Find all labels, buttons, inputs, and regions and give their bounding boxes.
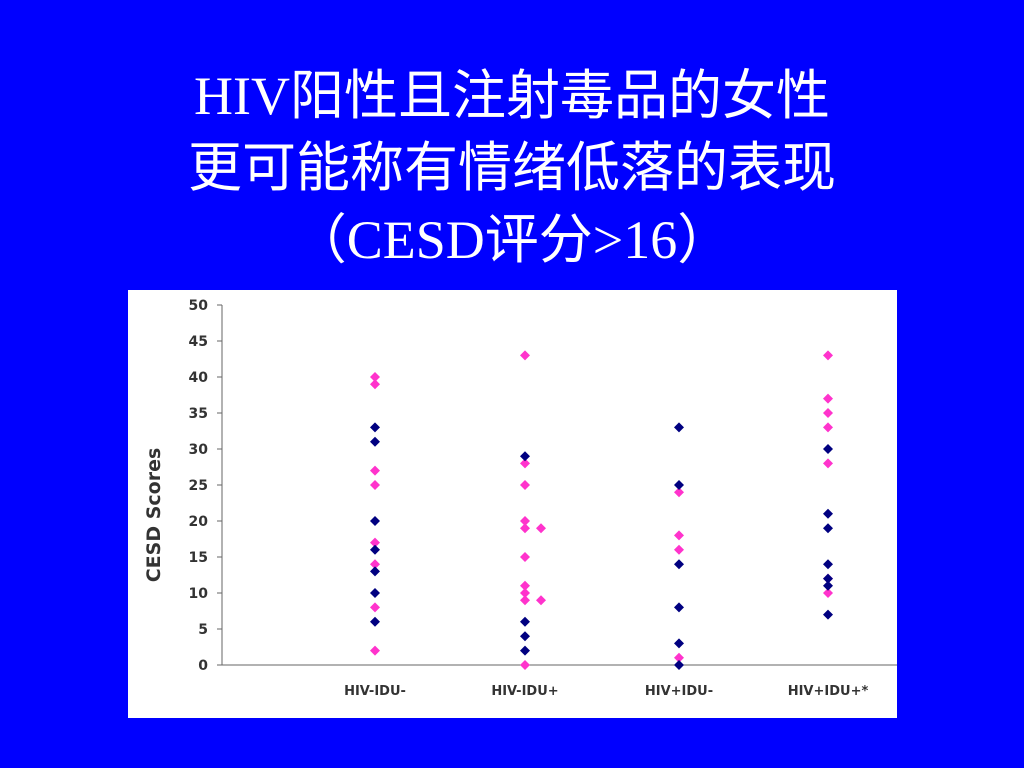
y-axis-label: CESD Scores (143, 448, 165, 583)
chart-panel: CESD Scores 0 5 10 15 20 25 30 35 40 45 50 HIV-IDU… (128, 290, 897, 718)
data-point-pink (536, 523, 546, 534)
data-point-pink (520, 516, 530, 526)
data-point-pink (520, 458, 530, 469)
data-point-navy (674, 660, 684, 670)
data-point-pink (674, 530, 684, 541)
data-point-navy (823, 523, 833, 534)
data-point-pink (674, 652, 684, 663)
slide-title: HIV阳性且注射毒品的女性 更可能称有情绪低落的表现 （CESD评分>16） (0, 60, 1024, 276)
y-tick-label: 15 (189, 550, 208, 566)
data-point-pink (520, 588, 530, 598)
data-point-navy (520, 451, 530, 462)
data-point-navy (823, 609, 833, 620)
data-point-navy (674, 638, 684, 649)
data-point-navy (823, 580, 833, 591)
data-point-pink (536, 595, 546, 606)
data-point-pink (370, 645, 380, 656)
x-category-label: HIV+IDU- (645, 684, 713, 699)
y-tick-label: 25 (189, 478, 208, 494)
y-tick-label: 5 (198, 622, 208, 638)
x-category-labels: HIV-IDU- HIV-IDU+ HIV+IDU- HIV+IDU+* (344, 684, 868, 699)
y-tick-label: 30 (189, 442, 209, 458)
title-line-2: 更可能称有情绪低落的表现 (188, 138, 836, 198)
x-category-label: HIV-IDU- (344, 684, 406, 699)
data-point-pink (520, 595, 530, 606)
data-point-pink (370, 480, 380, 490)
data-point-navy (823, 559, 833, 570)
data-point-pink (520, 350, 530, 361)
data-point-pink (823, 422, 833, 433)
y-tick-label: 20 (189, 514, 209, 530)
data-point-navy (674, 559, 684, 570)
data-point-pink (370, 602, 380, 613)
y-tick-label: 45 (189, 334, 208, 350)
data-point-pink (370, 372, 380, 382)
data-point-navy (823, 508, 833, 519)
y-ticks: 0 5 10 15 20 25 30 35 40 45 50 (189, 298, 222, 674)
title-line-1: HIV阳性且注射毒品的女性 (194, 66, 830, 126)
data-point-navy (823, 444, 833, 454)
data-point-navy (370, 516, 380, 526)
data-point-pink (823, 393, 833, 404)
data-point-pink (370, 537, 380, 548)
data-point-pink (370, 465, 380, 476)
y-tick-label: 35 (189, 406, 208, 422)
data-point-pink (823, 408, 833, 418)
data-point-navy (520, 645, 530, 656)
chart-axes (221, 305, 897, 666)
data-point-navy (674, 602, 684, 613)
x-category-label: HIV+IDU+* (788, 684, 869, 699)
data-point-navy (370, 566, 380, 577)
title-line-3: （CESD评分>16） (292, 210, 732, 270)
y-tick-label: 0 (198, 658, 208, 674)
data-point-navy (674, 422, 684, 433)
data-point-pink (520, 580, 530, 591)
data-point-pink (674, 544, 684, 555)
data-point-navy (370, 544, 380, 555)
data-point-pink (823, 350, 833, 361)
data-point-navy (520, 616, 530, 627)
x-category-label: HIV-IDU+ (491, 684, 558, 699)
data-point-pink (520, 552, 530, 562)
data-point-navy (370, 436, 380, 447)
data-point-navy (520, 631, 530, 642)
data-point-pink (823, 588, 833, 598)
data-point-pink (370, 379, 380, 390)
y-tick-label: 50 (189, 298, 209, 314)
data-point-navy (370, 616, 380, 627)
data-point-pink (520, 480, 530, 490)
data-point-navy (823, 573, 833, 584)
data-points (370, 350, 833, 670)
data-point-pink (520, 660, 530, 670)
data-point-navy (370, 422, 380, 433)
data-point-pink (674, 487, 684, 498)
data-point-pink (370, 559, 380, 570)
data-point-pink (520, 523, 530, 534)
y-tick-label: 10 (189, 586, 209, 602)
y-tick-label: 40 (189, 370, 209, 386)
data-point-pink (823, 458, 833, 469)
data-point-navy (674, 480, 684, 490)
data-point-navy (370, 588, 380, 598)
cesd-scatter-chart: CESD Scores 0 5 10 15 20 25 30 35 40 45 50 HIV-IDU… (143, 298, 897, 699)
